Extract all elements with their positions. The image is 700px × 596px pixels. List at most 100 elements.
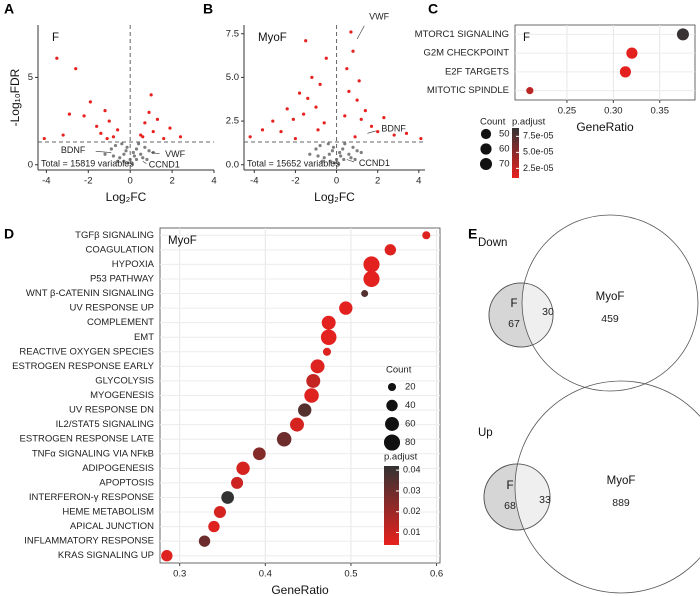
x-axis-title: GeneRatio (576, 120, 634, 134)
point (143, 145, 147, 149)
point (168, 126, 172, 130)
dot (363, 256, 380, 273)
point (103, 152, 107, 156)
point (376, 129, 380, 134)
x-tick-label: 0.4 (259, 569, 272, 580)
point (109, 147, 113, 151)
count-legend-dot (383, 434, 401, 451)
count-legend-label: 80 (405, 437, 416, 448)
count-legend-title: Count (386, 365, 412, 376)
x-axis-title: Log₂FC (314, 190, 355, 204)
count-legend-label: 50 (499, 129, 510, 140)
dot (422, 231, 431, 240)
dot (304, 388, 319, 403)
point (122, 152, 126, 156)
category-label: APOPTOSIS (99, 477, 154, 488)
point (345, 67, 349, 71)
point (324, 56, 328, 60)
dot (276, 431, 292, 447)
point (308, 152, 312, 156)
point (327, 152, 331, 156)
point (392, 133, 396, 137)
point (82, 114, 86, 118)
category-label: REACTIVE OXYGEN SPECIES (19, 346, 154, 357)
x-tick-label: -2 (84, 176, 92, 187)
overlap-count: 30 (542, 306, 554, 318)
y-axis-title: -Log₁₀FDR (8, 68, 22, 126)
x-tick-label: -4 (42, 176, 50, 187)
category-label: COAGULATION (86, 244, 155, 255)
point (107, 119, 111, 123)
panel-annotation: F (52, 32, 59, 44)
category-label: HYPOXIA (112, 259, 155, 270)
point (111, 154, 116, 158)
dot (236, 461, 250, 476)
category-label: WNT β-CATENIN SIGNALING (26, 288, 154, 299)
point (143, 121, 147, 125)
category-label: GLYCOLYSIS (95, 375, 154, 386)
point (347, 152, 351, 156)
count-legend-label: 70 (499, 159, 510, 170)
panel-letter: E (468, 226, 477, 242)
point (330, 149, 335, 153)
point (314, 105, 318, 109)
point (124, 149, 128, 153)
category-label: MTORC1 SIGNALING (415, 29, 509, 40)
point (136, 142, 141, 146)
point (134, 147, 139, 151)
point (302, 112, 306, 116)
point (271, 119, 275, 123)
dot (161, 550, 173, 562)
x-tick-label: 0 (334, 176, 339, 187)
panel-annotation: MyoF (258, 32, 287, 44)
x-tick-label: 4 (416, 176, 421, 187)
point (318, 82, 322, 86)
x-axis-title: Log₂FC (106, 190, 147, 204)
point (316, 128, 320, 132)
category-label: E2F TARGETS (445, 66, 509, 77)
point (404, 131, 409, 135)
count-legend-dot (480, 128, 492, 140)
x-tick-label: 2 (375, 176, 380, 187)
label-leader (151, 152, 160, 155)
color-tick-label: 7.5e-05 (523, 131, 554, 141)
point (139, 133, 143, 137)
category-label: ESTROGEN RESPONSE EARLY (12, 361, 154, 372)
x-tick-label: 0.3 (173, 569, 186, 580)
set-overlap (515, 464, 550, 530)
set-left-outline (483, 463, 551, 531)
x-tick-label: 0.5 (344, 569, 357, 580)
point (304, 39, 308, 43)
right-only-count: 889 (612, 497, 630, 509)
x-tick-label: -2 (291, 176, 299, 187)
category-label: APICAL JUNCTION (70, 521, 154, 532)
color-tick-label: 5.0e-05 (523, 147, 554, 157)
category-label: KRAS SIGNALING UP (58, 550, 154, 561)
dot (619, 66, 631, 78)
label-leader (142, 161, 147, 164)
category-label: G2M CHECKPOINT (423, 48, 509, 59)
category-label: COMPLEMENT (87, 317, 154, 328)
y-tick-label: 7.5 (226, 28, 239, 39)
point (322, 121, 326, 125)
point (351, 145, 355, 149)
point (357, 79, 361, 83)
left-only-count: 68 (504, 500, 516, 512)
point (131, 150, 135, 155)
point (139, 152, 143, 156)
color-bar (512, 128, 519, 178)
x-tick-label: 4 (211, 176, 216, 187)
dot (363, 270, 380, 288)
point (338, 150, 342, 155)
point (42, 136, 46, 141)
point (141, 135, 145, 139)
right-label: MyoF (607, 475, 636, 487)
dot (298, 403, 312, 417)
left-only-count: 67 (508, 318, 520, 330)
panel-letter: D (4, 226, 14, 242)
point (88, 100, 92, 104)
dot (384, 244, 397, 256)
dot (198, 535, 211, 547)
category-label: INTERFERON-γ RESPONSE (29, 492, 154, 503)
